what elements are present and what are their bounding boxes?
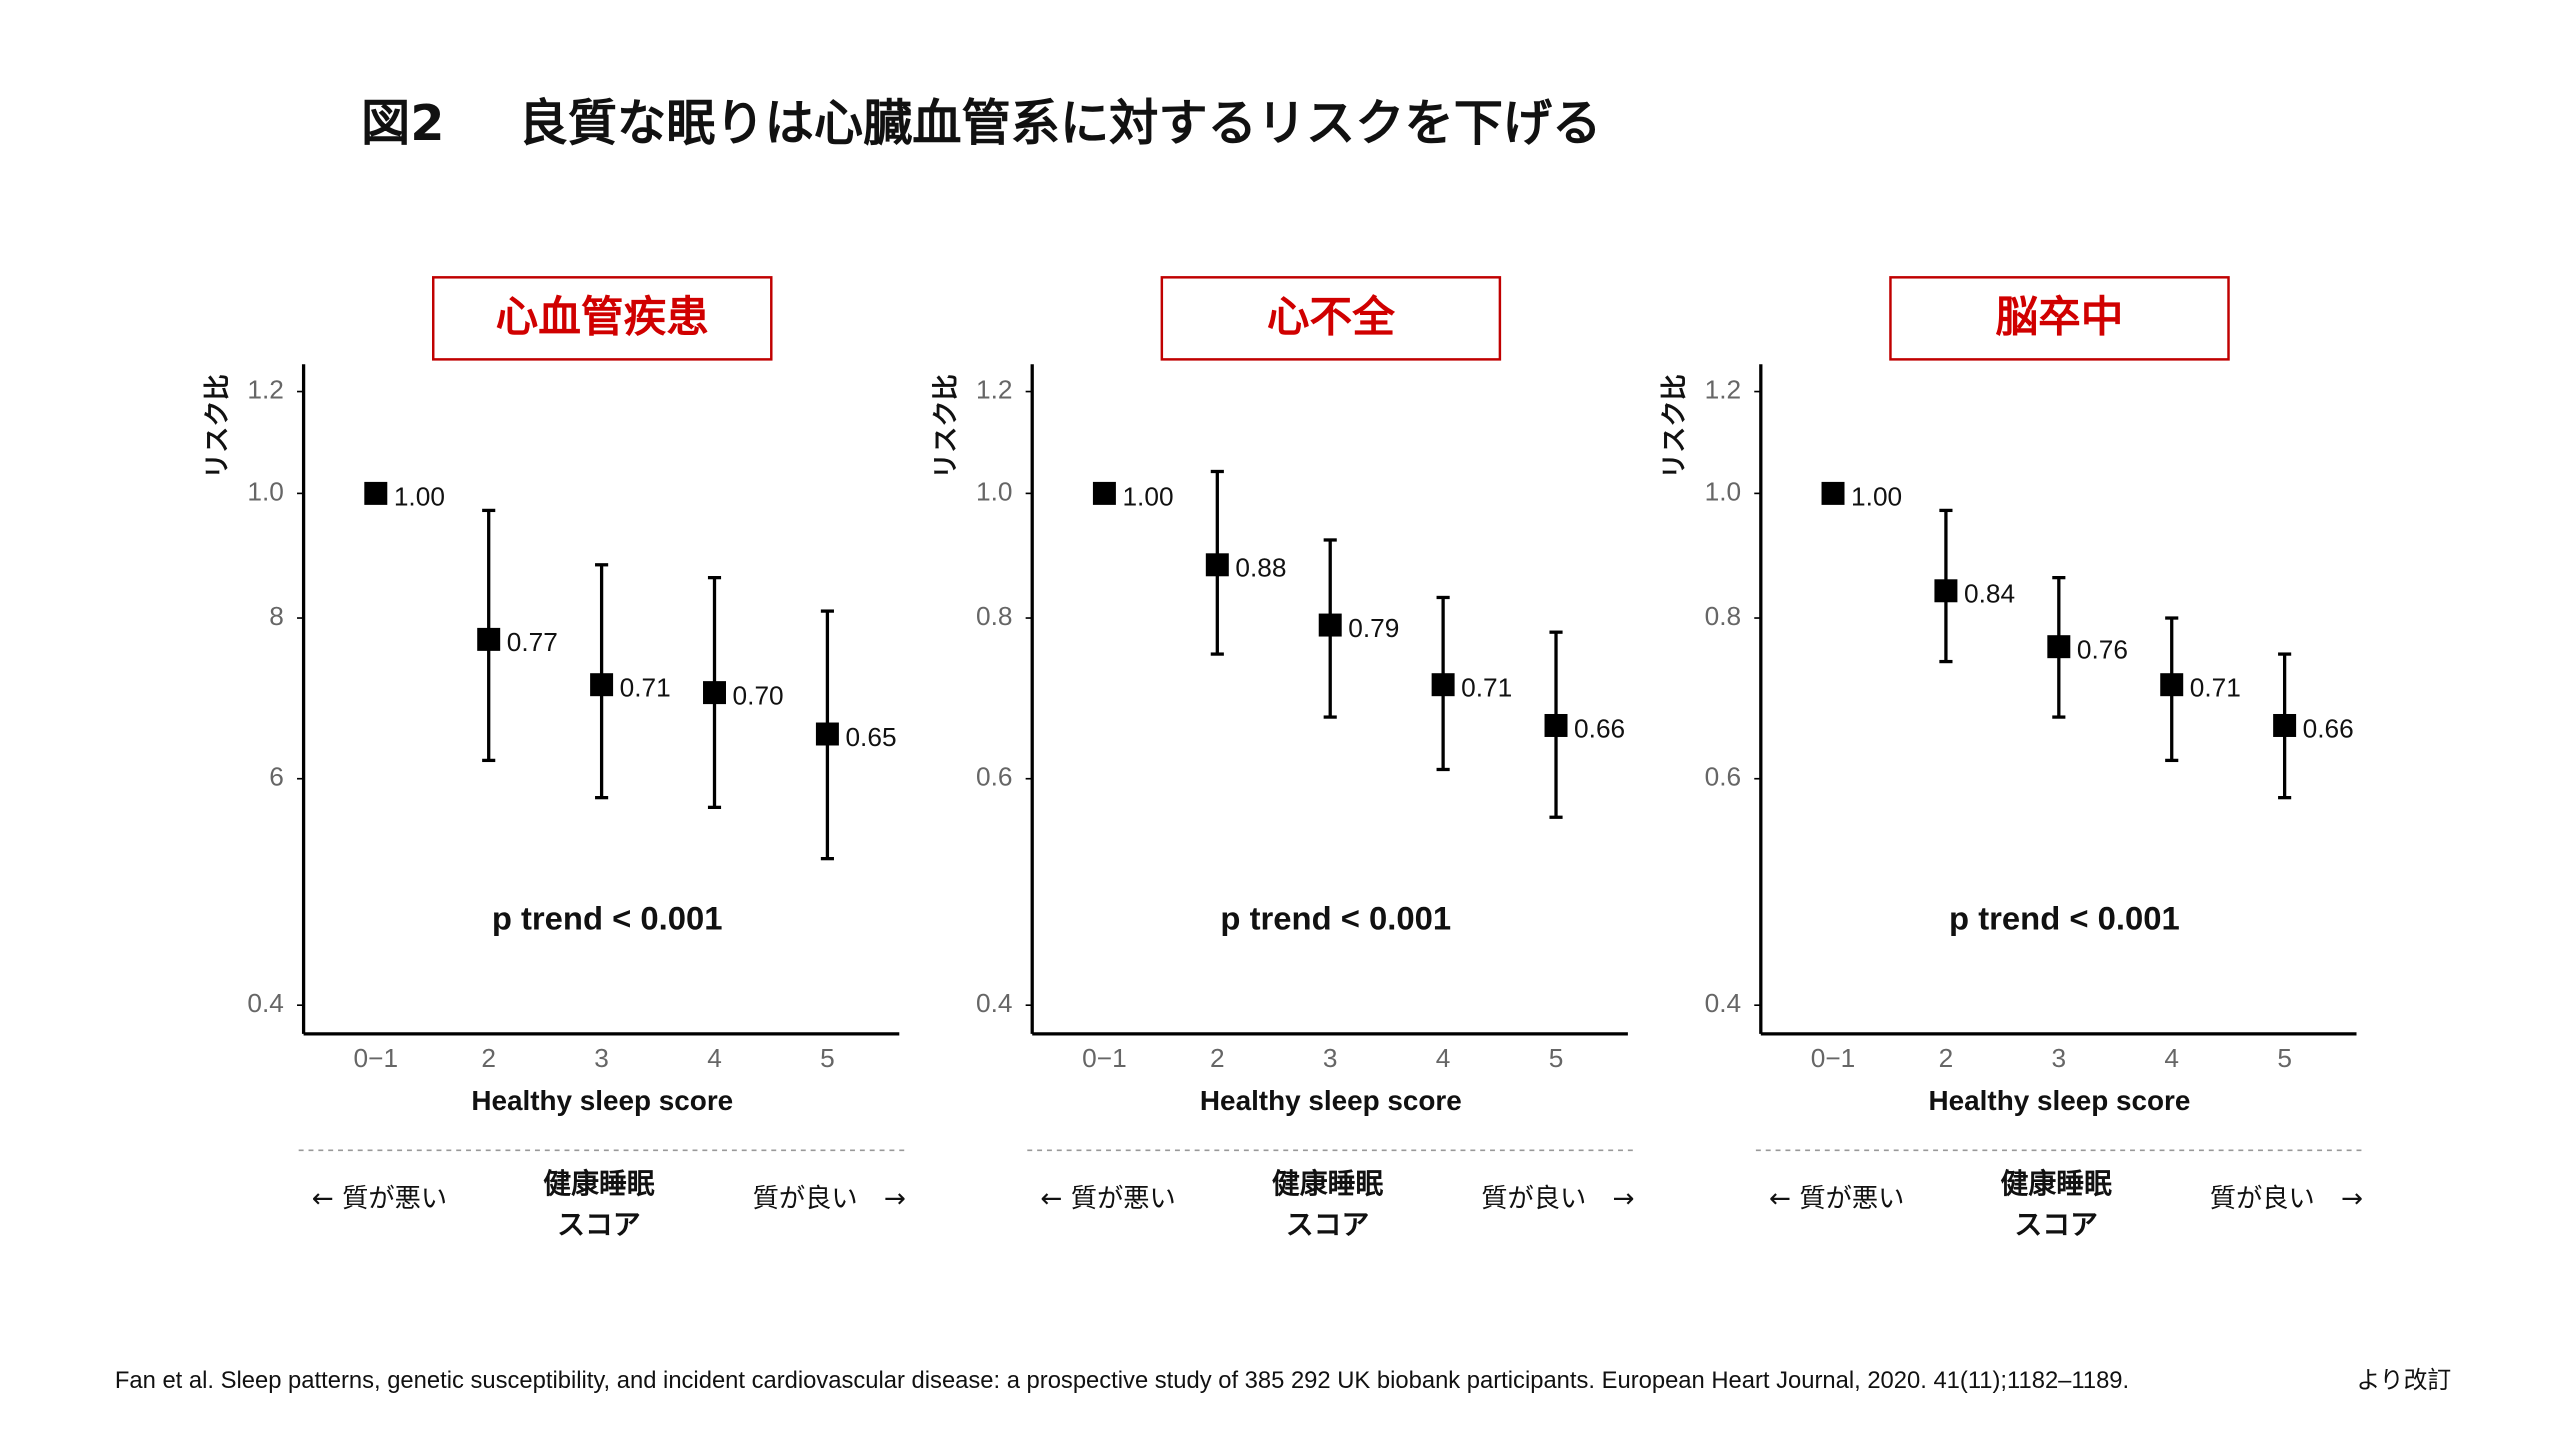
y-axis-label: リスク比 <box>1660 374 1690 479</box>
x-tick-label: 4 <box>707 1043 722 1073</box>
point <box>1431 673 1455 697</box>
panel-title: 脳卒中 <box>1995 292 2123 342</box>
point <box>2160 673 2184 697</box>
value-label: 0.71 <box>620 673 671 703</box>
y-tick-label: 1.0 <box>976 476 1012 506</box>
x-tick-label: 2 <box>1939 1043 1954 1073</box>
y-tick-label: 6 <box>269 762 284 792</box>
value-label: 0.65 <box>845 722 896 752</box>
panel-title: 心血管疾患 <box>496 292 709 342</box>
figure-label: 図2 <box>361 94 444 152</box>
point <box>815 722 839 746</box>
x-tick-label: 3 <box>1323 1043 1338 1073</box>
value-label: 0.88 <box>1235 553 1286 583</box>
point <box>1934 579 1958 603</box>
citation: Fan et al. Sleep patterns, genetic susce… <box>115 1367 2129 1394</box>
legend-center: スコア <box>1286 1208 1370 1241</box>
value-label: 0.66 <box>2303 713 2354 743</box>
y-axis-label: リスク比 <box>931 374 961 479</box>
legend-right: 質が良い → <box>2210 1184 2363 1214</box>
x-tick-label: 5 <box>820 1043 835 1073</box>
legend-right: 質が良い → <box>753 1184 906 1214</box>
annotation: p trend < 0.001 <box>492 899 723 936</box>
x-tick-label: 5 <box>1549 1043 1564 1073</box>
point <box>703 681 726 705</box>
x-tick-label: 0−1 <box>1811 1043 1856 1073</box>
point <box>1544 713 1568 737</box>
y-tick-label: 1.0 <box>1705 476 1742 506</box>
point <box>2047 635 2071 659</box>
value-label: 0.70 <box>733 680 784 710</box>
value-label: 1.00 <box>1851 481 1902 511</box>
legend-center: 健康睡眠 <box>2000 1167 2112 1200</box>
value-label: 1.00 <box>394 481 445 511</box>
y-tick-label: 8 <box>269 601 284 631</box>
point <box>1318 613 1342 637</box>
point <box>1821 481 1845 505</box>
y-tick-label: 0.4 <box>1705 988 1742 1018</box>
annotation: p trend < 0.001 <box>1949 899 2180 936</box>
panel-title-box <box>432 276 773 361</box>
value-label: 0.71 <box>1461 673 1512 703</box>
x-axis-label: Healthy sleep score <box>1929 1085 2191 1116</box>
panel-title-box <box>1160 276 1502 361</box>
legend-right: 質が良い → <box>1481 1184 1634 1214</box>
legend-center: スコア <box>557 1208 641 1241</box>
legend-center: 健康睡眠 <box>1272 1167 1384 1200</box>
page-title: 良質な眠りは心臓血管系に対するリスクを下げる <box>519 94 1602 152</box>
point <box>364 481 388 505</box>
y-axis-label: リスク比 <box>203 374 233 479</box>
x-tick-label: 0−1 <box>1082 1043 1127 1073</box>
y-tick-label: 1.2 <box>1705 374 1742 404</box>
legend-left: ← 質が悪い <box>1769 1184 1904 1214</box>
x-axis-label: Healthy sleep score <box>471 1085 733 1116</box>
x-tick-label: 2 <box>481 1043 496 1073</box>
x-tick-label: 3 <box>594 1043 609 1073</box>
point <box>590 673 614 697</box>
value-label: 0.76 <box>2077 635 2128 665</box>
value-label: 1.00 <box>1122 481 1173 511</box>
y-tick-label: 0.8 <box>1705 601 1742 631</box>
x-tick-label: 0−1 <box>354 1043 399 1073</box>
point <box>477 627 501 651</box>
y-tick-label: 0.6 <box>976 762 1012 792</box>
point <box>2273 713 2297 737</box>
value-label: 0.79 <box>1348 613 1399 643</box>
y-tick-label: 1.0 <box>247 476 283 506</box>
x-tick-label: 3 <box>2052 1043 2067 1073</box>
citation-note: より改訂 <box>2357 1366 2452 1394</box>
y-tick-label: 0.6 <box>1705 762 1742 792</box>
point <box>1092 481 1116 505</box>
panel-title: 心不全 <box>1267 292 1395 342</box>
x-tick-label: 4 <box>1436 1043 1451 1073</box>
annotation: p trend < 0.001 <box>1220 899 1451 936</box>
x-tick-label: 5 <box>2277 1043 2292 1073</box>
value-label: 0.71 <box>2190 673 2241 703</box>
x-axis-label: Healthy sleep score <box>1200 1085 1462 1116</box>
y-tick-label: 1.2 <box>976 374 1012 404</box>
value-label: 0.66 <box>1574 713 1625 743</box>
panel-title-box <box>1889 276 2230 361</box>
value-label: 0.77 <box>507 627 558 657</box>
legend-left: ← 質が悪い <box>312 1184 447 1214</box>
x-tick-label: 2 <box>1210 1043 1225 1073</box>
legend-center: 健康睡眠 <box>543 1167 655 1200</box>
x-tick-label: 4 <box>2164 1043 2179 1073</box>
point <box>1205 553 1229 577</box>
legend-left: ← 質が悪い <box>1040 1184 1175 1214</box>
y-tick-label: 0.4 <box>247 988 283 1018</box>
y-tick-label: 0.8 <box>976 601 1012 631</box>
y-tick-label: 0.4 <box>976 988 1012 1018</box>
legend-center: スコア <box>2014 1208 2098 1241</box>
value-label: 0.84 <box>1964 579 2015 609</box>
y-tick-label: 1.2 <box>247 374 283 404</box>
